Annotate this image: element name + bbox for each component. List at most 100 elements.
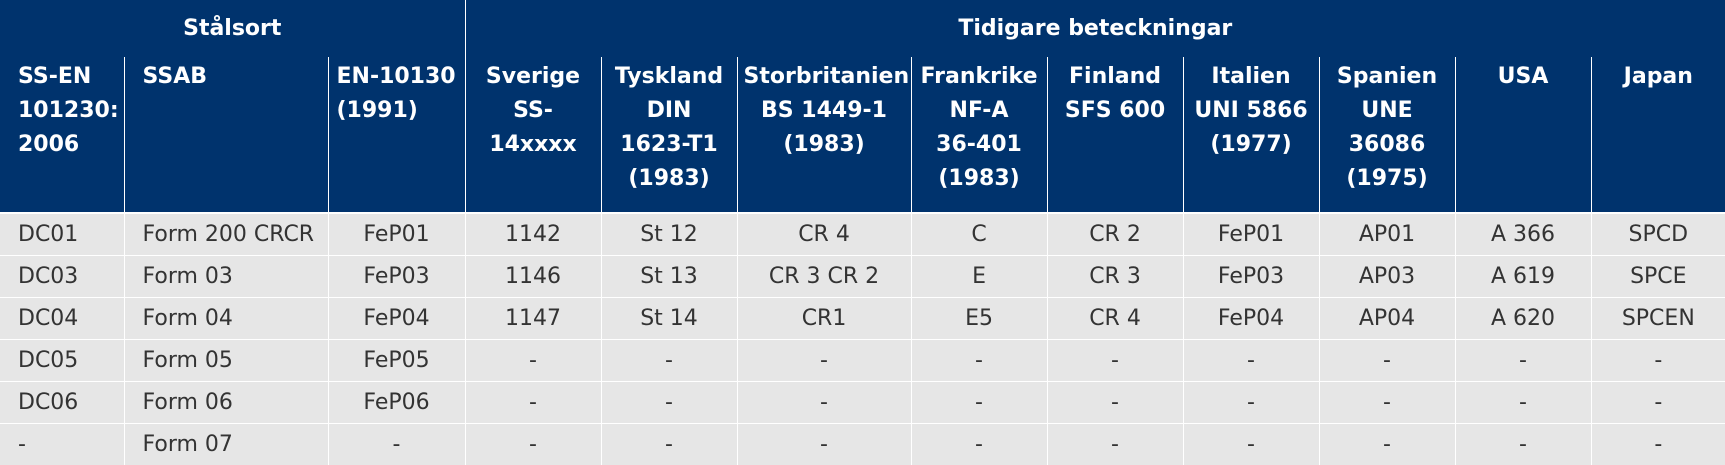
header-group-row: Stålsort Tidigare beteckningar xyxy=(0,0,1725,57)
table-cell: Form 200 CRCR xyxy=(124,213,328,256)
column-header-line: UNI 5866 xyxy=(1190,94,1313,128)
column-header-line: (1983) xyxy=(608,162,731,196)
column-header-line: SS-EN xyxy=(18,60,118,94)
column-header-line: (1991) xyxy=(337,94,459,128)
table-cell: - xyxy=(465,382,601,424)
table-cell: - xyxy=(1591,340,1725,382)
table-cell: AP04 xyxy=(1319,298,1455,340)
column-header-line: Storbritanien xyxy=(744,60,905,94)
table-cell: CR 3 xyxy=(1047,256,1183,298)
table-cell: FeP01 xyxy=(328,213,465,256)
table-cell: - xyxy=(601,382,737,424)
table-cell: 1146 xyxy=(465,256,601,298)
table-cell: DC03 xyxy=(0,256,124,298)
column-header-line: BS 1449-1 xyxy=(744,94,905,128)
table-cell: St 13 xyxy=(601,256,737,298)
table-cell: - xyxy=(465,340,601,382)
table-cell: SPCEN xyxy=(1591,298,1725,340)
column-header-line: Japan xyxy=(1598,60,1720,94)
table-cell: FeP01 xyxy=(1183,213,1319,256)
table-cell: A 620 xyxy=(1455,298,1591,340)
column-header-line: 36-401 xyxy=(918,128,1041,162)
column-header: USA xyxy=(1455,57,1591,213)
group-header-stalsort: Stålsort xyxy=(0,0,465,57)
column-header-line: Frankrike xyxy=(918,60,1041,94)
column-header-line: 36086 xyxy=(1326,128,1449,162)
column-header-line: (1983) xyxy=(744,128,905,162)
table-cell: CR 2 xyxy=(1047,213,1183,256)
table-cell: - xyxy=(1047,382,1183,424)
table-cell: SPCD xyxy=(1591,213,1725,256)
column-header-line: 1623-T1 xyxy=(608,128,731,162)
column-header-line: Finland xyxy=(1054,60,1177,94)
column-header: Japan xyxy=(1591,57,1725,213)
table-cell: - xyxy=(1591,382,1725,424)
table-cell: - xyxy=(911,382,1047,424)
table-cell: DC04 xyxy=(0,298,124,340)
column-header-line: Italien xyxy=(1190,60,1313,94)
table-cell: FeP03 xyxy=(328,256,465,298)
column-header-line: Sverige xyxy=(472,60,595,94)
column-header-line: (1977) xyxy=(1190,128,1313,162)
table-cell: FeP06 xyxy=(328,382,465,424)
column-header-line: UNE xyxy=(1326,94,1449,128)
table-cell: - xyxy=(1455,340,1591,382)
table-cell: St 12 xyxy=(601,213,737,256)
column-header-line: NF-A xyxy=(918,94,1041,128)
table-cell: CR 3 CR 2 xyxy=(737,256,911,298)
column-header-line: (1983) xyxy=(918,162,1041,196)
table-cell: C xyxy=(911,213,1047,256)
table-cell: Form 05 xyxy=(124,340,328,382)
table-cell: 1142 xyxy=(465,213,601,256)
table-cell: CR 4 xyxy=(737,213,911,256)
group-header-tidigare-beteckningar: Tidigare beteckningar xyxy=(465,0,1725,57)
column-header-line: (1975) xyxy=(1326,162,1449,196)
table-cell: Form 03 xyxy=(124,256,328,298)
table-cell: - xyxy=(1455,382,1591,424)
table-cell: AP01 xyxy=(1319,213,1455,256)
table-cell: FeP05 xyxy=(328,340,465,382)
column-header: SSAB xyxy=(124,57,328,213)
table-cell: - xyxy=(1047,340,1183,382)
table-cell: St 14 xyxy=(601,298,737,340)
table-cell: A 619 xyxy=(1455,256,1591,298)
column-header-line: 101230: xyxy=(18,94,118,128)
table-cell: DC06 xyxy=(0,382,124,424)
table-cell: FeP04 xyxy=(1183,298,1319,340)
table-cell: FeP03 xyxy=(1183,256,1319,298)
table-cell: E xyxy=(911,256,1047,298)
table-cell: Form 04 xyxy=(124,298,328,340)
table-cell: - xyxy=(1319,340,1455,382)
table-cell: FeP04 xyxy=(328,298,465,340)
table-cell: - xyxy=(1319,382,1455,424)
table-cell: - xyxy=(911,340,1047,382)
table-cell: A 366 xyxy=(1455,213,1591,256)
table-cell: - xyxy=(737,382,911,424)
table-cell: SPCE xyxy=(1591,256,1725,298)
column-header-line: SS-14xxxx xyxy=(472,94,595,162)
table-cell: DC01 xyxy=(0,213,124,256)
table-cell: E5 xyxy=(911,298,1047,340)
table-cell: 1147 xyxy=(465,298,601,340)
table-cell: DC05 xyxy=(0,340,124,382)
table-cell: Form 06 xyxy=(124,382,328,424)
table-cell: - xyxy=(1183,340,1319,382)
table-cell: CR 4 xyxy=(1047,298,1183,340)
table-cell: - xyxy=(737,340,911,382)
